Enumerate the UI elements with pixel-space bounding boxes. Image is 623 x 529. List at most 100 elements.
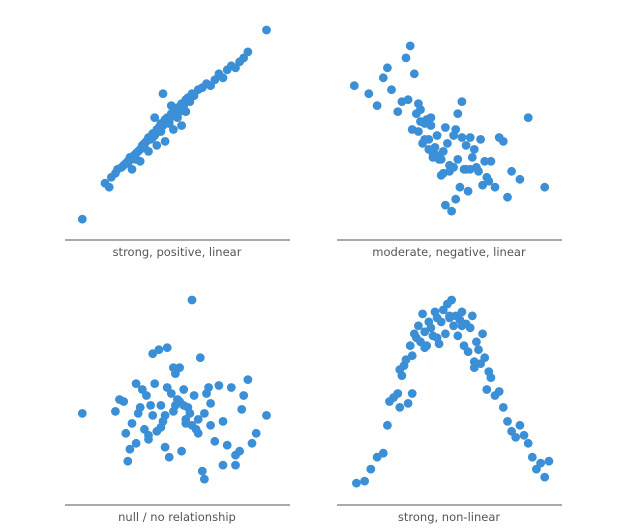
data-point — [160, 137, 170, 146]
data-point — [544, 456, 554, 466]
data-point — [420, 135, 430, 144]
data-point — [414, 321, 423, 331]
data-point — [214, 381, 224, 390]
data-point — [469, 357, 479, 367]
data-point — [432, 131, 442, 140]
data-point — [527, 452, 537, 462]
data-point — [536, 458, 545, 468]
data-point — [457, 307, 467, 317]
data-point — [436, 317, 446, 327]
data-point — [77, 214, 87, 224]
data-point — [162, 343, 172, 353]
data-point — [131, 438, 141, 448]
data-point — [457, 133, 467, 142]
data-point — [148, 411, 158, 420]
data-point — [507, 166, 516, 176]
x-axis-label: moderate, negative, linear — [372, 245, 526, 259]
data-point — [237, 405, 247, 414]
data-point — [476, 135, 485, 144]
data-point — [360, 476, 369, 486]
data-point — [426, 113, 436, 122]
data-point — [243, 375, 253, 384]
data-point — [135, 156, 145, 166]
data-point — [523, 438, 533, 448]
data-point — [210, 436, 220, 446]
data-point — [262, 25, 271, 35]
data-point — [193, 415, 203, 424]
x-axis-label: null / no relationship — [118, 510, 236, 524]
data-point — [251, 428, 261, 438]
data-point — [503, 192, 512, 202]
data-point — [158, 89, 168, 99]
data-point — [461, 141, 471, 150]
data-point — [135, 403, 145, 412]
data-point — [498, 403, 508, 412]
data-point — [480, 156, 490, 166]
data-point — [148, 133, 158, 142]
data-point — [436, 155, 446, 164]
data-point — [204, 383, 214, 392]
data-point — [432, 333, 442, 343]
data-point — [426, 323, 436, 333]
data-point — [420, 343, 430, 353]
data-point — [469, 145, 479, 154]
data-point — [480, 353, 490, 363]
data-point — [166, 389, 176, 398]
data-point — [366, 464, 376, 474]
data-point — [486, 156, 496, 166]
data-point — [111, 407, 120, 416]
data-point — [169, 125, 178, 134]
data-point — [484, 176, 494, 186]
data-point — [140, 139, 149, 148]
data-point — [455, 182, 465, 192]
data-point — [407, 351, 417, 361]
data-point — [409, 69, 419, 79]
data-point — [123, 456, 133, 466]
data-point — [239, 391, 249, 400]
data-point — [173, 113, 182, 122]
data-point — [443, 139, 452, 148]
data-point — [127, 419, 137, 428]
data-point — [378, 73, 388, 83]
data-point — [498, 137, 508, 146]
data-point — [131, 379, 141, 388]
data-point — [441, 200, 450, 210]
data-point — [405, 341, 415, 351]
data-point — [515, 420, 525, 430]
data-point — [482, 385, 492, 394]
data-point — [418, 309, 427, 319]
data-point — [179, 385, 189, 394]
data-point — [166, 101, 176, 110]
data-point — [387, 85, 396, 95]
data-point — [416, 117, 425, 126]
data-point — [222, 440, 232, 450]
data-point — [401, 53, 411, 63]
data-point — [465, 323, 475, 333]
data-point — [154, 127, 164, 136]
data-point — [352, 478, 361, 488]
data-point — [393, 389, 403, 398]
data-point — [200, 409, 209, 418]
data-point — [218, 460, 228, 470]
panel-strong-non-linear: strong, non-linear — [337, 295, 562, 524]
data-point — [181, 107, 191, 116]
data-point — [414, 127, 423, 136]
data-point — [457, 321, 467, 331]
data-point — [453, 331, 463, 341]
data-point — [372, 101, 382, 110]
data-point — [467, 311, 477, 321]
data-point — [175, 363, 185, 372]
data-point — [193, 428, 203, 438]
data-point — [218, 417, 228, 426]
data-point — [445, 311, 454, 321]
data-point — [127, 164, 137, 174]
data-point — [447, 206, 456, 216]
data-point — [441, 123, 450, 132]
data-point — [407, 389, 417, 398]
data-point — [148, 349, 158, 359]
scatter-points — [349, 41, 550, 216]
data-point — [144, 430, 153, 440]
data-point — [197, 466, 207, 476]
data-point — [405, 41, 415, 51]
